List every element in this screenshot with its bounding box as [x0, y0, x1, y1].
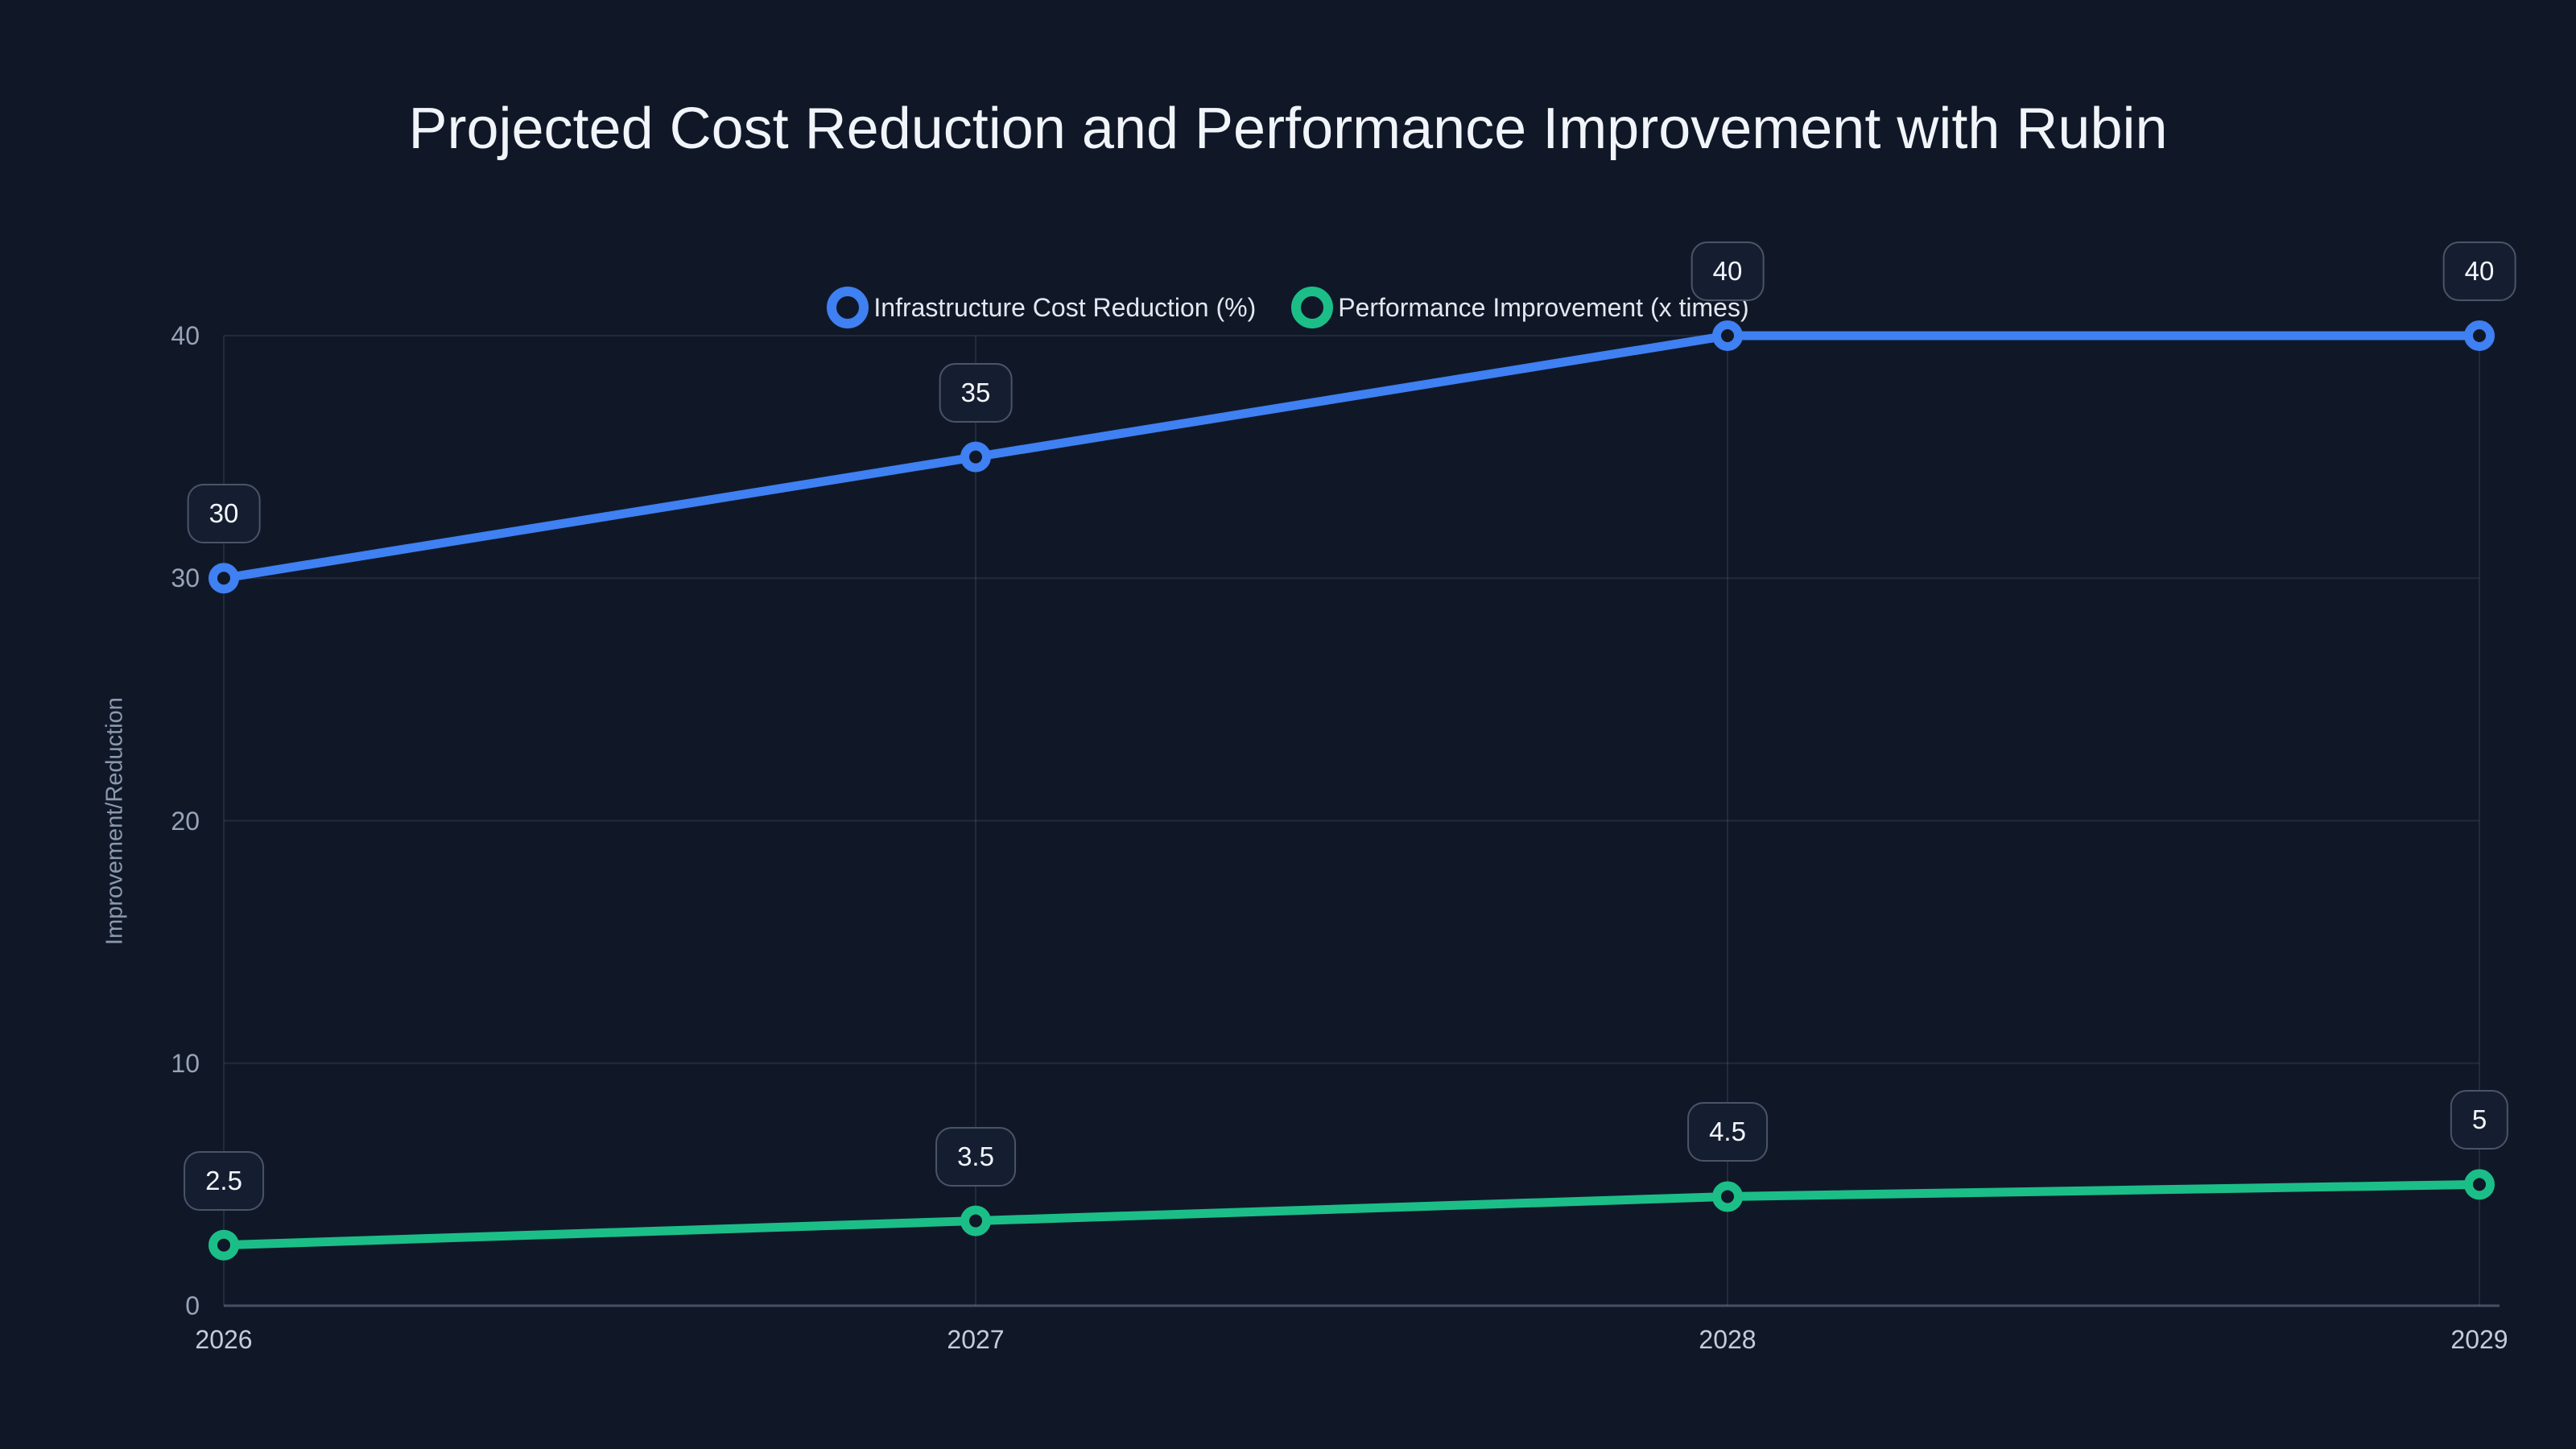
y-tick-label: 0	[185, 1291, 200, 1320]
legend: Infrastructure Cost Reduction (%) Perform…	[0, 287, 2576, 328]
data-point-marker[interactable]	[960, 1205, 991, 1236]
legend-ring-icon	[1291, 287, 1334, 328]
legend-item-0[interactable]: Infrastructure Cost Reduction (%)	[827, 287, 1256, 328]
legend-ring-icon	[827, 287, 869, 328]
chart-title: Projected Cost Reduction and Performance…	[408, 97, 2168, 161]
data-point-label: 3.5	[935, 1126, 1016, 1187]
y-tick-label: 40	[171, 321, 200, 350]
data-point-label: 30	[187, 484, 261, 544]
data-point-marker[interactable]	[2464, 320, 2495, 351]
x-tick-label: 2029	[2450, 1325, 2508, 1354]
data-point-marker[interactable]	[960, 441, 991, 473]
data-point-label: 5	[2450, 1090, 2509, 1150]
data-point-marker[interactable]	[208, 563, 239, 594]
legend-label: Performance Improvement (x times)	[1338, 293, 1749, 322]
data-point-marker[interactable]	[1712, 320, 1743, 351]
data-point-marker[interactable]	[1712, 1181, 1743, 1212]
y-tick-label: 10	[171, 1048, 200, 1078]
data-point-marker[interactable]	[208, 1229, 239, 1261]
series-line-1	[219, 1179, 2484, 1250]
data-point-label: 4.5	[1687, 1102, 1768, 1162]
y-tick-label: 20	[171, 806, 200, 836]
x-tick-label: 2028	[1699, 1325, 1757, 1354]
data-point-label: 40	[2442, 242, 2516, 301]
x-tick-label: 2026	[195, 1325, 253, 1354]
x-tick-label: 2027	[947, 1325, 1005, 1354]
data-point-label: 2.5	[184, 1150, 264, 1211]
series-line-0	[219, 331, 2484, 583]
legend-item-1[interactable]: Performance Improvement (x times)	[1291, 287, 1749, 328]
data-point-label: 40	[1690, 242, 1765, 301]
data-point-marker[interactable]	[2464, 1169, 2495, 1200]
y-tick-label: 30	[171, 564, 200, 593]
legend-label: Infrastructure Cost Reduction (%)	[873, 293, 1257, 322]
data-point-label: 35	[939, 362, 1013, 423]
